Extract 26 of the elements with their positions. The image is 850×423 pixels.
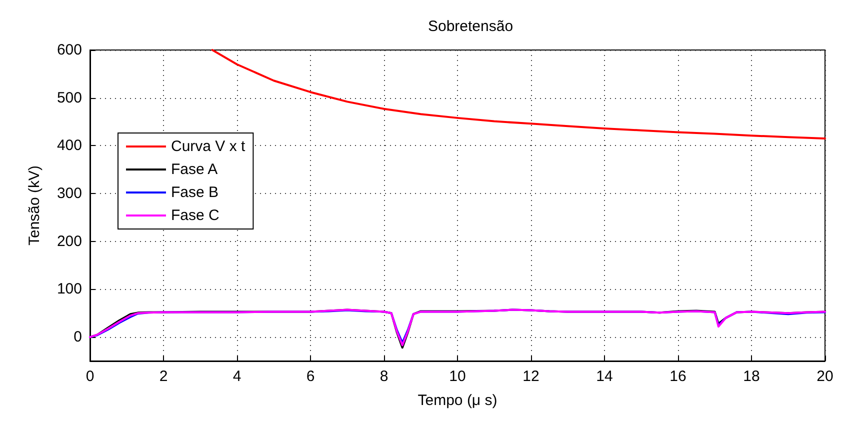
x-tick-label: 16 [670,368,686,385]
y-tick-label: 500 [56,89,82,106]
x-tick-label: 2 [159,368,168,385]
y-tick-label: 0 [74,328,82,346]
legend-label: Fase C [171,207,220,224]
x-axis-title: Tempo (μ s) [418,392,498,409]
y-tick-label: 600 [56,42,82,58]
y-tick-label: 100 [56,280,82,298]
chart-title: Sobretensão [428,18,514,35]
x-tick-label: 6 [306,368,315,385]
legend-label: Fase B [171,184,219,201]
line-series [211,49,826,140]
y-axis-title: Tensão (kV) [26,165,43,246]
x-tick-label: 12 [522,368,540,385]
x-tick-label: 14 [596,368,613,385]
x-tick-label: 0 [86,368,94,385]
x-tick-label: 8 [380,368,388,385]
legend-label: Fase A [171,161,218,178]
x-tick-label: 10 [449,368,466,385]
y-tick-label: 200 [56,232,82,250]
x-tick-label: 4 [232,368,242,385]
x-tick-label: 18 [743,368,760,385]
legend-label: Curva V x t [171,138,246,155]
y-tick-label: 300 [56,185,82,202]
y-tick-label: 400 [56,137,82,154]
x-tick-label: 20 [816,368,834,385]
